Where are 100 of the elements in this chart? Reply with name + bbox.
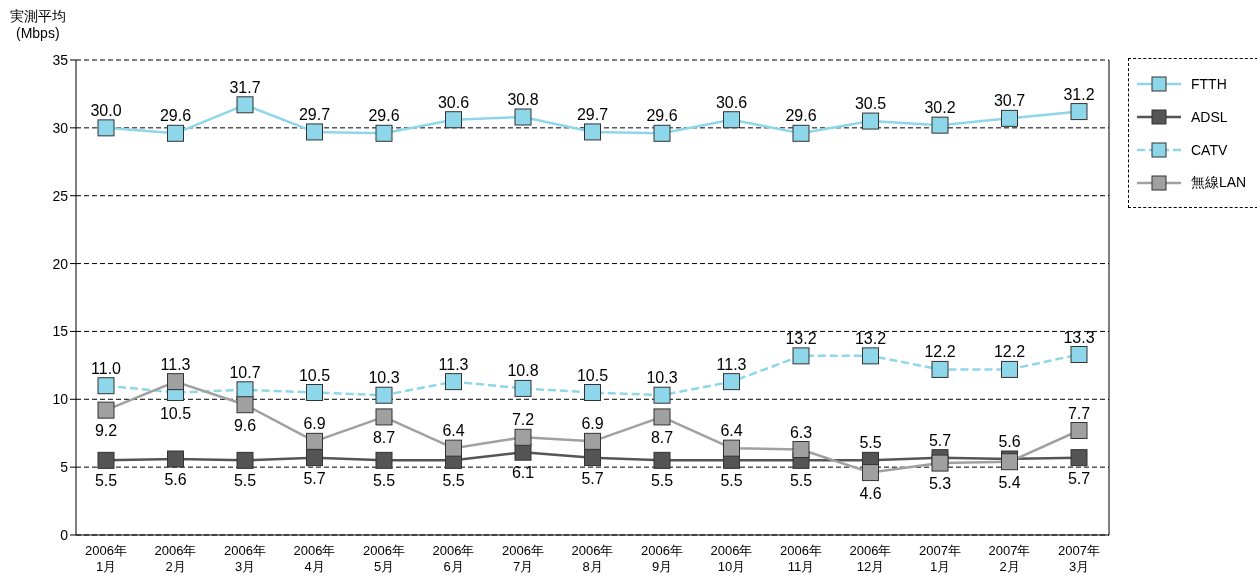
x-tick-label: 2006年 6月	[432, 543, 475, 574]
data-label: 10.3	[646, 369, 678, 387]
x-tick-label: 2006年 2月	[154, 543, 197, 574]
point	[445, 111, 462, 129]
point	[862, 347, 879, 365]
point	[236, 451, 254, 469]
data-label: 11.3	[716, 355, 747, 373]
data-label: 8.7	[650, 428, 674, 446]
point	[584, 449, 601, 467]
x-tick-label: 2007年 3月	[1058, 543, 1100, 574]
point	[375, 124, 393, 142]
point	[792, 124, 810, 142]
x-tick-label: 2006年 1月	[85, 543, 127, 574]
point	[375, 408, 393, 426]
legend-label: ADSL	[1191, 108, 1228, 125]
data-label: 7.2	[511, 411, 535, 429]
y-tick-label: 30	[52, 119, 69, 136]
data-label: 30.7	[993, 92, 1026, 110]
point	[514, 428, 532, 446]
point	[653, 124, 671, 142]
point	[1001, 360, 1018, 378]
x-tick-label: 2006年 3月	[224, 543, 266, 574]
data-label: 30.2	[924, 99, 956, 117]
x-tick-label: 2006年 12月	[849, 543, 892, 574]
x-tick-label: 2006年 4月	[293, 543, 336, 574]
data-label: 29.6	[368, 107, 400, 125]
point	[306, 384, 323, 401]
data-label: 11.0	[91, 359, 122, 377]
point	[167, 450, 184, 468]
data-label: 10.5	[159, 404, 192, 422]
data-label: 5.5	[94, 472, 118, 490]
data-label: 5.6	[164, 471, 187, 488]
data-label: 11.3	[438, 355, 469, 373]
point	[167, 373, 184, 391]
data-label: 29.6	[646, 107, 678, 125]
data-label: 6.9	[581, 415, 604, 433]
y-tick-label: 15	[52, 323, 69, 340]
data-label: 13.2	[854, 329, 887, 347]
point	[306, 123, 323, 141]
point	[584, 432, 601, 450]
point	[862, 464, 879, 482]
point	[653, 408, 671, 426]
data-label: 5.5	[233, 472, 257, 490]
point	[236, 96, 254, 114]
point	[514, 108, 532, 126]
data-label: 7.7	[1067, 404, 1091, 422]
data-label: 5.5	[720, 472, 743, 490]
point	[97, 377, 115, 395]
data-label: 5.7	[303, 469, 326, 487]
x-tick-label: 2006年 10月	[710, 543, 753, 574]
data-label: 11.3	[160, 355, 191, 373]
data-label: 5.5	[789, 472, 813, 490]
x-tick-label: 2006年 5月	[363, 543, 405, 574]
data-label: 30.6	[437, 93, 470, 111]
point	[792, 347, 810, 365]
data-label: 5.7	[928, 431, 952, 449]
point	[1070, 103, 1088, 121]
x-tick-label: 2007年 2月	[988, 543, 1031, 574]
data-label: 6.1	[511, 464, 535, 482]
data-label: 5.6	[998, 433, 1021, 450]
y-tick-label: 25	[52, 187, 69, 204]
data-label: 10.5	[298, 366, 331, 384]
data-label: 29.7	[576, 105, 609, 123]
point	[792, 441, 810, 458]
point	[723, 111, 740, 129]
data-label: 6.4	[720, 422, 743, 440]
x-tick-label: 2006年 11月	[780, 543, 822, 574]
data-label: 29.6	[159, 107, 192, 125]
y-tick-label: 10	[52, 391, 69, 408]
point	[97, 401, 115, 419]
data-label: 5.3	[928, 475, 952, 493]
data-label: 6.9	[303, 415, 326, 433]
x-tick-label: 2007年 1月	[919, 543, 961, 574]
point	[1070, 346, 1088, 363]
data-label: 5.7	[581, 469, 604, 487]
point	[723, 373, 740, 391]
point	[97, 451, 115, 469]
data-label: 29.6	[785, 107, 817, 125]
data-label: 5.4	[998, 473, 1021, 491]
data-label: 30.0	[90, 101, 122, 119]
y-tick-label: 5	[60, 459, 69, 476]
data-label: 8.7	[372, 428, 396, 446]
data-label: 9.2	[94, 422, 118, 440]
point	[514, 379, 532, 397]
point	[97, 119, 115, 137]
point	[375, 451, 393, 469]
point	[584, 384, 601, 401]
legend-label: 無線LAN	[1191, 173, 1247, 192]
point	[931, 116, 949, 134]
data-label: 13.2	[785, 329, 817, 347]
data-label: 5.5	[442, 472, 465, 490]
y-tick-label: 0	[60, 526, 69, 543]
point	[306, 449, 323, 467]
data-label: 4.6	[859, 484, 882, 502]
data-label: 10.7	[229, 363, 261, 381]
data-label: 6.3	[789, 423, 813, 441]
data-label: 30.6	[715, 93, 748, 111]
data-label: 12.2	[993, 343, 1026, 361]
point	[306, 432, 323, 450]
data-label: 10.5	[576, 366, 609, 384]
